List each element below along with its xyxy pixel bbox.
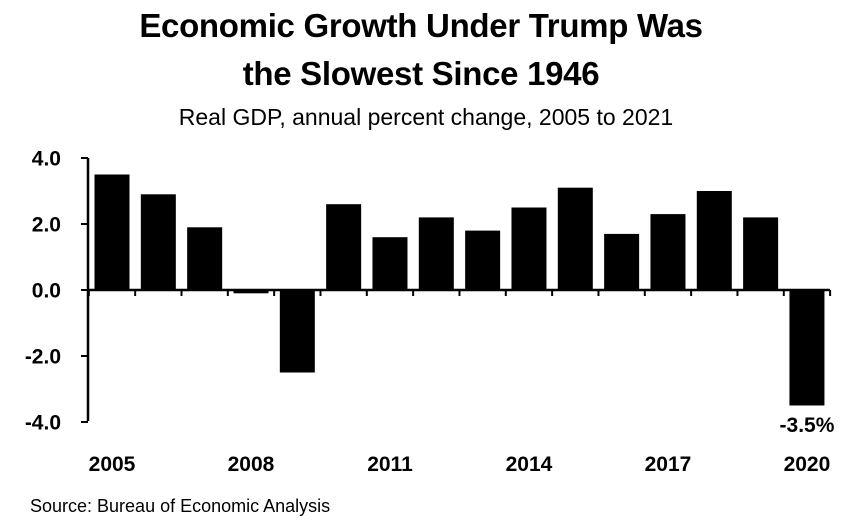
axes-group: [81, 157, 832, 423]
bar-2019: [743, 217, 779, 290]
bar-2014: [511, 207, 547, 290]
y-tick-label: 2.0: [32, 214, 61, 237]
source-note: Source: Bureau of Economic Analysis: [30, 496, 331, 516]
bar-2020: [789, 290, 825, 406]
y-tick-label: -2.0: [25, 346, 61, 369]
chart-title-line-2: the Slowest Since 1946: [242, 55, 600, 92]
x-tick-label: 2005: [89, 453, 136, 476]
bar-group: [94, 174, 825, 406]
bar-2015: [557, 187, 593, 290]
x-tick-label: 2017: [645, 453, 692, 476]
x-tick-label: 2014: [506, 453, 553, 476]
label-group: 4.0 2.0 0.0 -2.0 -4.0 2005 2008 2011 2014 2017 202…: [25, 148, 835, 477]
chart-title-line-1: Economic Growth Under Trump Was: [139, 7, 703, 44]
y-tick-label: 4.0: [32, 148, 61, 171]
y-tick-label: -4.0: [25, 412, 61, 435]
bar-2016: [604, 233, 640, 290]
bar-2007: [187, 227, 223, 290]
chart-subtitle: Real GDP, annual percent change, 2005 to…: [178, 104, 674, 130]
bar-2013: [465, 230, 501, 290]
bar-2005: [94, 174, 130, 290]
bar-2010: [326, 204, 362, 290]
bar-2006: [140, 194, 176, 290]
bar-2017: [650, 214, 686, 290]
bar-2018: [696, 191, 732, 290]
chart-title: Economic Growth Under Trump Was the Slow…: [0, 2, 842, 98]
x-tick-label: 2020: [784, 453, 831, 476]
bar-2008: [233, 290, 269, 294]
bar-2011: [372, 237, 408, 290]
x-tick-label: 2008: [228, 453, 275, 476]
bar-2012: [418, 217, 454, 290]
x-tick-label: 2011: [367, 453, 413, 476]
data-label: -3.5%: [780, 414, 835, 437]
y-tick-label: 0.0: [32, 280, 61, 303]
bar-2009: [279, 290, 315, 373]
